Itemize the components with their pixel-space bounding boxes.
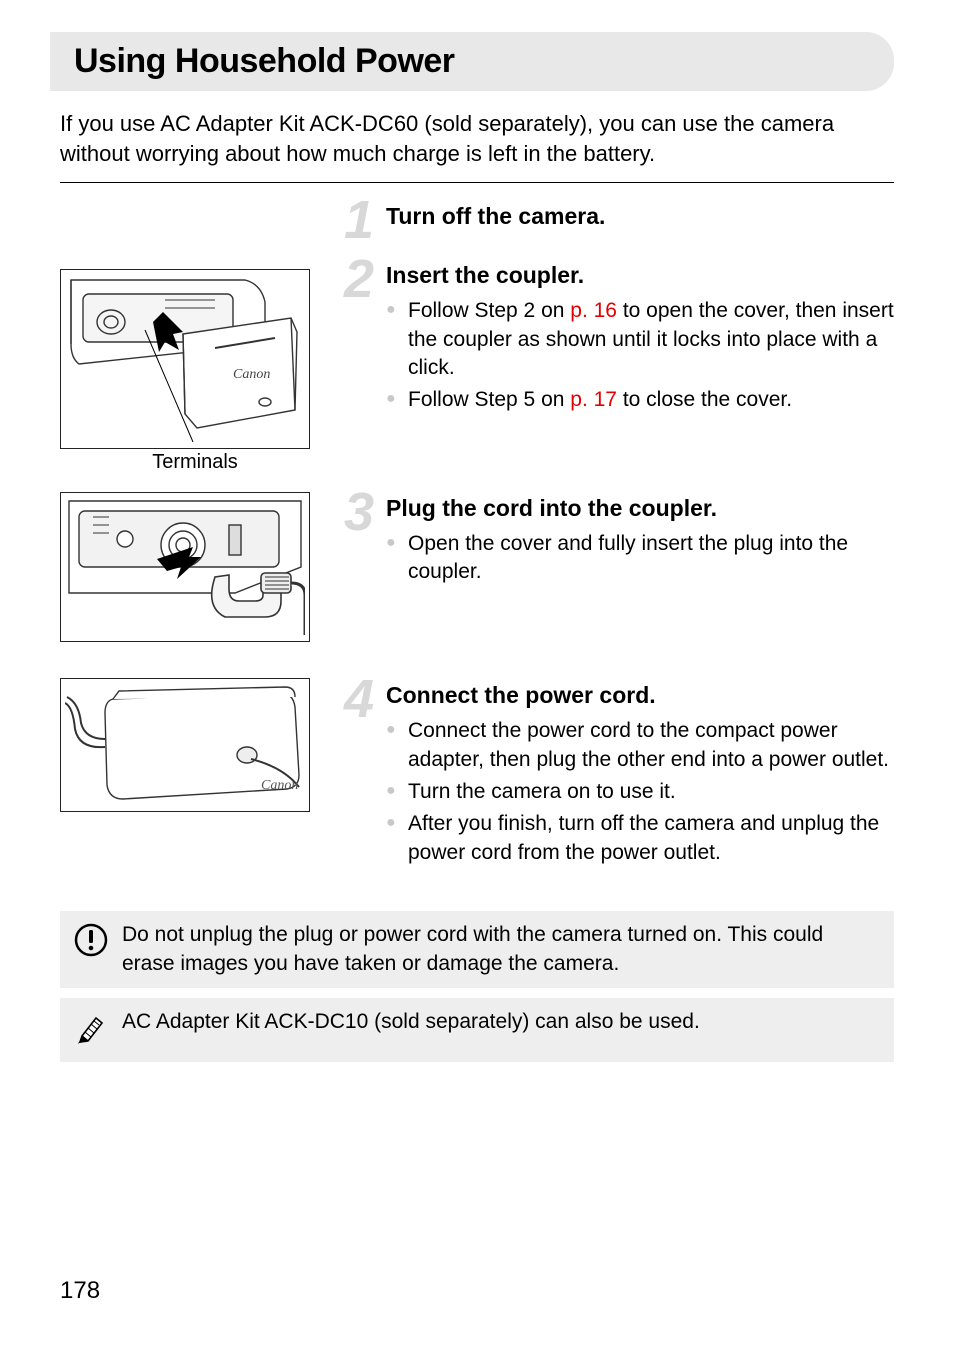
steps-column: 1 Turn off the camera. 2 Insert the coup… (350, 203, 894, 899)
step-1-number: 1 (344, 189, 374, 251)
step-4-bullet-2: Turn the camera on to use it. (386, 778, 894, 806)
step-4-bullet-1: Connect the power cord to the compact po… (386, 717, 894, 774)
link-p16[interactable]: p. 16 (570, 299, 617, 322)
step-3: 3 Plug the cord into the coupler. Open t… (350, 495, 894, 587)
figure-plug-cord (60, 492, 310, 642)
figure-coupler-insert: Canon (60, 269, 310, 449)
step-4: 4 Connect the power cord. Connect the po… (350, 682, 894, 867)
step-4-title: Connect the power cord. (386, 682, 894, 709)
step-3-number: 3 (344, 481, 374, 543)
divider (60, 182, 894, 183)
warning-icon (74, 923, 108, 965)
step-2-title: Insert the coupler. (386, 262, 894, 289)
page-title-bar: Using Household Power (50, 32, 894, 91)
step-2-bullet-2: Follow Step 5 on p. 17 to close the cove… (386, 386, 894, 414)
step-2: 2 Insert the coupler. Follow Step 2 on p… (350, 262, 894, 414)
figure-caption-terminals: Terminals (60, 451, 330, 474)
link-p17[interactable]: p. 17 (570, 388, 617, 411)
page-title: Using Household Power (74, 42, 870, 81)
warning-box: Do not unplug the plug or power cord wit… (60, 911, 894, 988)
content-area: Canon Terminals (60, 203, 894, 899)
warning-text: Do not unplug the plug or power cord wit… (122, 921, 880, 978)
step-4-bullet-3: After you finish, turn off the camera an… (386, 810, 894, 867)
svg-text:Canon: Canon (233, 367, 270, 382)
figures-column: Canon Terminals (60, 203, 330, 899)
step-3-title: Plug the cord into the coupler. (386, 495, 894, 522)
step-1: 1 Turn off the camera. (350, 203, 894, 230)
tip-box: AC Adapter Kit ACK-DC10 (sold separately… (60, 998, 894, 1062)
step-2-bullet-1: Follow Step 2 on p. 16 to open the cover… (386, 297, 894, 382)
step-1-title: Turn off the camera. (386, 203, 894, 230)
step-4-number: 4 (344, 668, 374, 730)
figure-power-adapter: Canon (60, 678, 310, 812)
intro-text: If you use AC Adapter Kit ACK-DC60 (sold… (60, 109, 894, 168)
step-3-bullet-1: Open the cover and fully insert the plug… (386, 530, 894, 587)
svg-text:Canon: Canon (261, 778, 298, 793)
page-number: 178 (60, 1277, 100, 1305)
step-2-number: 2 (344, 248, 374, 310)
tip-text: AC Adapter Kit ACK-DC10 (sold separately… (122, 1008, 700, 1036)
pencil-icon (74, 1010, 108, 1052)
